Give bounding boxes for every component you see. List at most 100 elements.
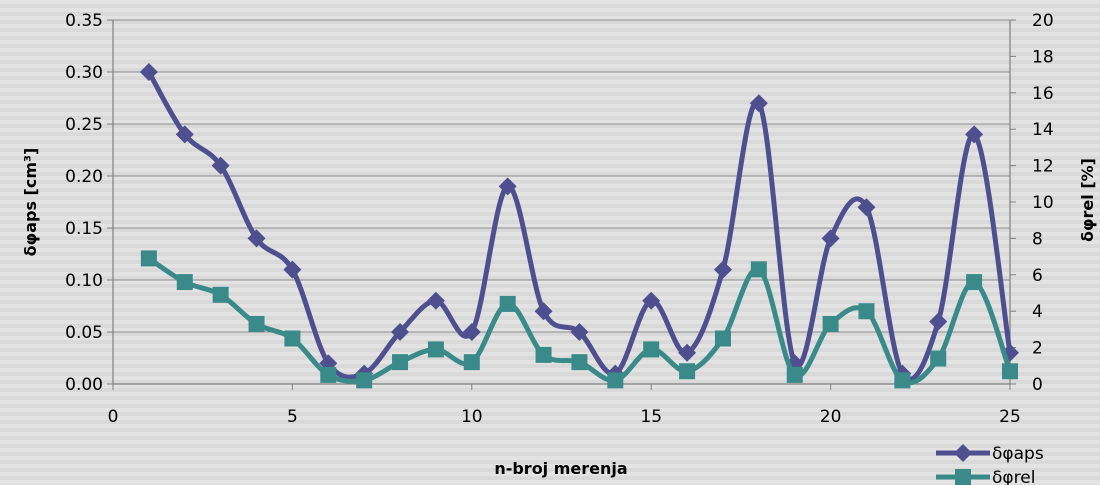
bg-stripe — [0, 80, 1100, 84]
bg-stripe — [0, 368, 1100, 372]
y-left-tick-label: 0.15 — [65, 219, 103, 239]
data-point-marker — [283, 260, 302, 279]
bg-stripe — [0, 432, 1100, 436]
bg-stripe — [0, 472, 1100, 476]
data-point-marker — [930, 350, 947, 367]
bg-stripe — [0, 88, 1100, 92]
y-right-tick-label: 2 — [1032, 339, 1043, 359]
bg-stripe — [0, 96, 1100, 100]
data-point-marker — [858, 303, 875, 320]
y-left-tick-labels: 0.00 0.05 0.10 0.15 0.20 0.25 0.30 0.35 — [65, 11, 113, 395]
y-right-tick-label: 0 — [1032, 375, 1043, 395]
bg-stripe — [0, 328, 1100, 332]
legend-entry-rel: δφrel — [936, 468, 1035, 485]
x-tick-label: 5 — [287, 407, 298, 427]
bg-stripe — [0, 104, 1100, 108]
bg-stripe — [0, 280, 1100, 284]
data-point-marker — [534, 302, 553, 321]
bg-stripe — [0, 448, 1100, 452]
y-right-tick-label: 8 — [1032, 229, 1043, 249]
data-point-marker — [211, 156, 230, 175]
y-right-axis-title: δφrel [%] — [1078, 158, 1097, 242]
x-tick-label: 20 — [820, 407, 842, 427]
bg-stripe — [0, 216, 1100, 220]
data-point-marker — [642, 291, 661, 310]
legend: δφaps δφrel — [936, 444, 1044, 485]
x-tick-labels: 0 5 10 15 20 25 — [108, 384, 1021, 427]
bg-stripe — [0, 168, 1100, 172]
bg-stripe — [0, 112, 1100, 116]
bg-stripe — [0, 32, 1100, 36]
bg-stripe — [0, 48, 1100, 52]
data-point-marker — [786, 366, 803, 383]
legend-entry-aps: δφaps — [936, 444, 1044, 464]
x-tick-label: 25 — [999, 407, 1021, 427]
bg-stripe — [0, 424, 1100, 428]
data-point-marker — [212, 286, 229, 303]
y-right-tick-label: 10 — [1032, 193, 1054, 213]
bg-stripe — [0, 160, 1100, 164]
series-line — [146, 70, 1013, 382]
bg-stripe — [0, 256, 1100, 260]
data-point-marker — [426, 291, 445, 310]
bg-stripe — [0, 24, 1100, 28]
y-left-tick-label: 0.30 — [65, 63, 103, 83]
y-left-tick-label: 0.05 — [65, 323, 103, 343]
legend-label-rel: δφrel — [992, 468, 1035, 485]
bg-stripe — [0, 288, 1100, 292]
data-point-marker — [140, 250, 157, 267]
series-aps — [139, 63, 1019, 383]
y-right-tick-label: 20 — [1032, 11, 1054, 31]
data-point-marker — [678, 343, 697, 362]
bg-stripe — [0, 176, 1100, 180]
data-point-marker — [247, 229, 266, 248]
bg-stripe — [0, 400, 1100, 404]
data-point-marker — [499, 295, 516, 312]
data-point-marker — [462, 323, 481, 341]
y-right-tick-label: 6 — [1032, 266, 1043, 286]
bg-stripe — [0, 376, 1100, 380]
data-point-marker — [570, 323, 589, 341]
data-point-marker — [498, 177, 517, 196]
data-point-marker — [284, 330, 301, 347]
y-left-tick-label: 0.20 — [65, 167, 103, 187]
bg-stripe — [0, 264, 1100, 268]
bg-stripe — [0, 304, 1100, 308]
data-point-marker — [929, 312, 948, 331]
bg-stripe — [0, 120, 1100, 124]
data-point-marker — [320, 366, 337, 383]
data-point-marker — [175, 125, 194, 144]
y-left-axis-title: δφaps [cm³] — [21, 148, 40, 257]
data-point-marker — [535, 346, 552, 363]
bg-stripe — [0, 456, 1100, 460]
data-point-marker — [392, 354, 409, 371]
y-left-tick-label: 0.25 — [65, 115, 103, 135]
y-right-tick-label: 14 — [1032, 120, 1054, 140]
bg-stripe — [0, 344, 1100, 348]
bg-stripe — [0, 16, 1100, 20]
bg-stripe — [0, 128, 1100, 132]
data-point-marker — [643, 341, 660, 358]
data-point-marker — [749, 94, 768, 113]
series-rel — [140, 250, 1018, 389]
bg-stripe — [0, 8, 1100, 12]
data-point-marker — [1002, 363, 1018, 380]
data-point-marker — [857, 198, 876, 217]
bg-stripe — [0, 296, 1100, 300]
bg-stripe — [0, 232, 1100, 236]
bg-stripe — [0, 184, 1100, 188]
y-right-tick-label: 18 — [1032, 47, 1054, 67]
bg-stripe — [0, 336, 1100, 340]
data-point-marker — [139, 63, 158, 81]
bg-stripe — [0, 200, 1100, 204]
data-point-marker — [607, 372, 624, 389]
legend-marker-rel — [955, 469, 971, 485]
bg-stripe — [0, 0, 1100, 4]
data-point-marker — [714, 330, 731, 347]
bg-stripe — [0, 248, 1100, 252]
data-point-marker — [679, 363, 696, 380]
data-point-marker — [713, 260, 732, 279]
y-right-tick-label: 16 — [1032, 84, 1054, 104]
